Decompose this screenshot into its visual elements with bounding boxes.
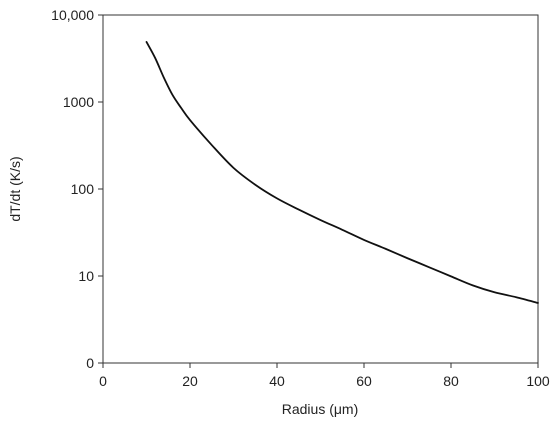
x-tick-label: 80 [443,373,459,389]
y-tick-label: 100 [71,181,95,197]
y-tick-label: 10,000 [51,7,94,23]
series-layer [145,41,539,304]
x-tick-label: 40 [269,373,285,389]
y-axis-ticks: 0 10 100 1000 10,000 [51,7,103,371]
series-line [145,41,539,304]
y-axis-title: dT/dt (K/s) [7,156,23,221]
y-tick-label: 0 [86,355,94,371]
x-axis-ticks: 0 20 40 60 80 100 [99,363,550,389]
y-tick-label: 10 [78,268,94,284]
plot-frame [102,14,539,364]
y-tick-label: 1000 [63,94,94,110]
x-tick-label: 60 [356,373,372,389]
x-axis-title: Radius (μm) [282,401,359,417]
x-tick-label: 20 [182,373,198,389]
x-tick-label: 0 [99,373,107,389]
x-tick-label: 100 [526,373,550,389]
